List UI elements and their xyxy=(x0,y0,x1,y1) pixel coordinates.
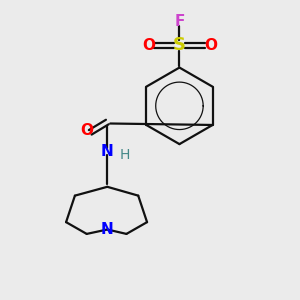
Text: S: S xyxy=(173,37,186,55)
Text: N: N xyxy=(101,144,114,159)
Text: F: F xyxy=(174,14,184,29)
Text: O: O xyxy=(80,123,93,138)
Text: O: O xyxy=(142,38,155,53)
Text: H: H xyxy=(120,148,130,162)
Text: N: N xyxy=(101,222,114,237)
Text: O: O xyxy=(204,38,217,53)
